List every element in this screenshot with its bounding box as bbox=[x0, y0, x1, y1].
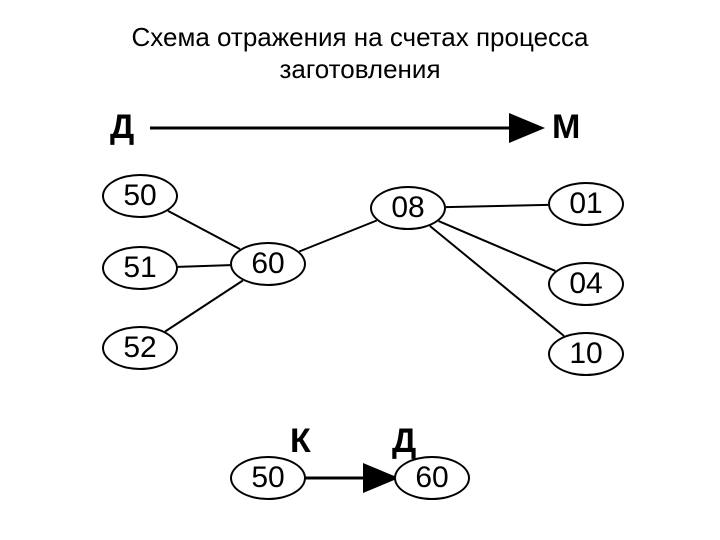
node-n51: 51 bbox=[102, 246, 178, 290]
edge-n52-n60 bbox=[165, 280, 243, 331]
node-b60: 60 bbox=[394, 456, 470, 500]
edge-n60-n08 bbox=[299, 221, 376, 252]
edge-n50-n60 bbox=[168, 211, 240, 249]
node-n01: 01 bbox=[548, 182, 624, 226]
node-n10: 10 bbox=[548, 332, 624, 376]
node-n50: 50 bbox=[102, 174, 178, 218]
node-n08: 08 bbox=[370, 186, 446, 230]
label-d-top: Д bbox=[110, 108, 134, 147]
label-k-bot: К bbox=[290, 422, 311, 461]
diagram-title-line1: Схема отражения на счетах процесса bbox=[0, 22, 720, 53]
node-n60: 60 bbox=[230, 242, 306, 286]
node-n52: 52 bbox=[102, 326, 178, 370]
edge-n08-n10 bbox=[430, 226, 564, 336]
label-m-top: М bbox=[552, 108, 580, 147]
edge-n51-n60 bbox=[178, 265, 230, 267]
edge-n08-n04 bbox=[439, 221, 556, 271]
label-d-bot: Д bbox=[392, 422, 416, 461]
node-b50: 50 bbox=[230, 456, 306, 500]
diagram-title-line2: заготовления bbox=[0, 54, 720, 85]
edge-n08-n01 bbox=[446, 205, 548, 207]
node-n04: 04 bbox=[548, 262, 624, 306]
